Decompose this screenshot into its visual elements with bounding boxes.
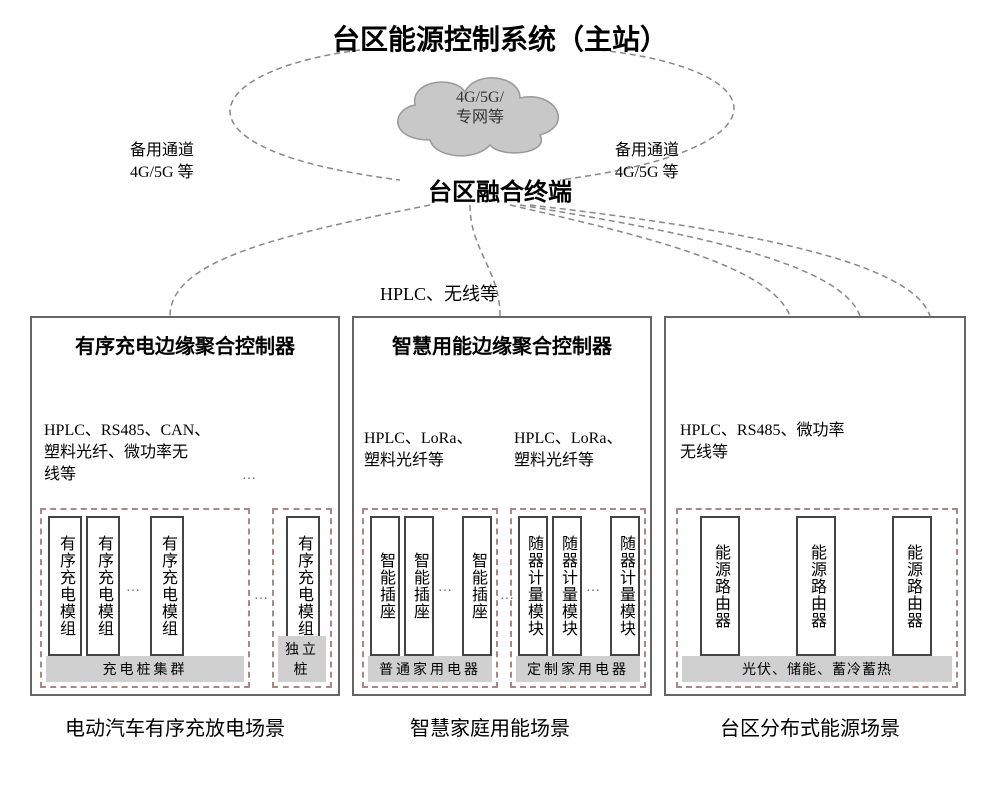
cloud-text-2: 专网等	[380, 108, 580, 128]
device-charge-module: 有序充电模组	[150, 516, 184, 656]
conn-label-home-right: HPLC、LoRa、 塑料光纤等	[514, 428, 622, 472]
device-charge-module: 有序充电模组	[48, 516, 82, 656]
conn-label-distributed: HPLC、RS485、微功率 无线等	[680, 420, 844, 464]
ellipsis-icon: …	[586, 580, 601, 596]
mid-connection-label: HPLC、无线等	[380, 280, 498, 306]
smart-socket-group: 智能插座 智能插座 … 智能插座 普通家用电器	[362, 508, 498, 688]
caption-distributed: 台区分布式能源场景	[720, 712, 900, 741]
network-cloud: 4G/5G/ 专网等	[380, 70, 580, 150]
group-footer-appliance: 普通家用电器	[368, 656, 492, 682]
group-footer-pv: 光伏、储能、蓄冷蓄热	[682, 656, 952, 682]
scene-box-ev: 有序充电边缘聚合控制器 HPLC、RS485、CAN、 塑料光纤、微功率无 线等…	[30, 316, 340, 696]
conn-label-home-left: HPLC、LoRa、 塑料光纤等	[364, 428, 472, 472]
caption-ev: 电动汽车有序充放电场景	[65, 712, 285, 741]
cloud-text-1: 4G/5G/	[380, 88, 580, 108]
device-energy-router: 能源路由器	[796, 516, 836, 656]
scene-box-distributed: HPLC、RS485、微功率 无线等 能源路由器 能源路由器 能源路由器 光伏、…	[664, 316, 966, 696]
device-smart-socket: 智能插座	[462, 516, 492, 656]
group-footer-custom-appliance: 定制家用电器	[516, 656, 640, 682]
backup-channel-left: 备用通道 4G/5G 等	[130, 140, 194, 184]
scene-box-home: 智慧用能边缘聚合控制器 HPLC、LoRa、 塑料光纤等 HPLC、LoRa、 …	[352, 316, 652, 696]
device-smart-socket: 智能插座	[370, 516, 400, 656]
standalone-pile-group: 有序充电模组 独立桩	[272, 508, 332, 688]
device-smart-socket: 智能插座	[404, 516, 434, 656]
conn-label-ev: HPLC、RS485、CAN、 塑料光纤、微功率无 线等	[44, 420, 210, 486]
group-footer-cluster: 充电桩集群	[46, 656, 244, 682]
device-meter-module: 随器计量模块	[610, 516, 640, 656]
main-title: 台区能源控制系统（主站）	[0, 18, 1000, 58]
ellipsis-icon: …	[242, 468, 257, 484]
charging-cluster-group: 有序充电模组 有序充电模组 … 有序充电模组 充电桩集群	[40, 508, 250, 688]
backup-channel-right: 备用通道 4G/5G 等	[615, 140, 679, 184]
group-footer-standalone: 独立桩	[278, 636, 326, 682]
device-charge-module: 有序充电模组	[286, 516, 320, 656]
device-energy-router: 能源路由器	[700, 516, 740, 656]
ellipsis-icon: …	[438, 580, 453, 596]
meter-module-group: 随器计量模块 随器计量模块 … 随器计量模块 定制家用电器	[510, 508, 646, 688]
device-meter-module: 随器计量模块	[518, 516, 548, 656]
device-charge-module: 有序充电模组	[86, 516, 120, 656]
caption-home: 智慧家庭用能场景	[410, 712, 570, 741]
device-energy-router: 能源路由器	[892, 516, 932, 656]
device-meter-module: 随器计量模块	[552, 516, 582, 656]
energy-router-group: 能源路由器 能源路由器 能源路由器 光伏、储能、蓄冷蓄热	[676, 508, 958, 688]
controller-title-home: 智慧用能边缘聚合控制器	[354, 330, 650, 359]
ellipsis-icon: …	[126, 580, 141, 596]
controller-title-ev: 有序充电边缘聚合控制器	[32, 330, 338, 359]
ellipsis-icon: …	[254, 588, 269, 604]
